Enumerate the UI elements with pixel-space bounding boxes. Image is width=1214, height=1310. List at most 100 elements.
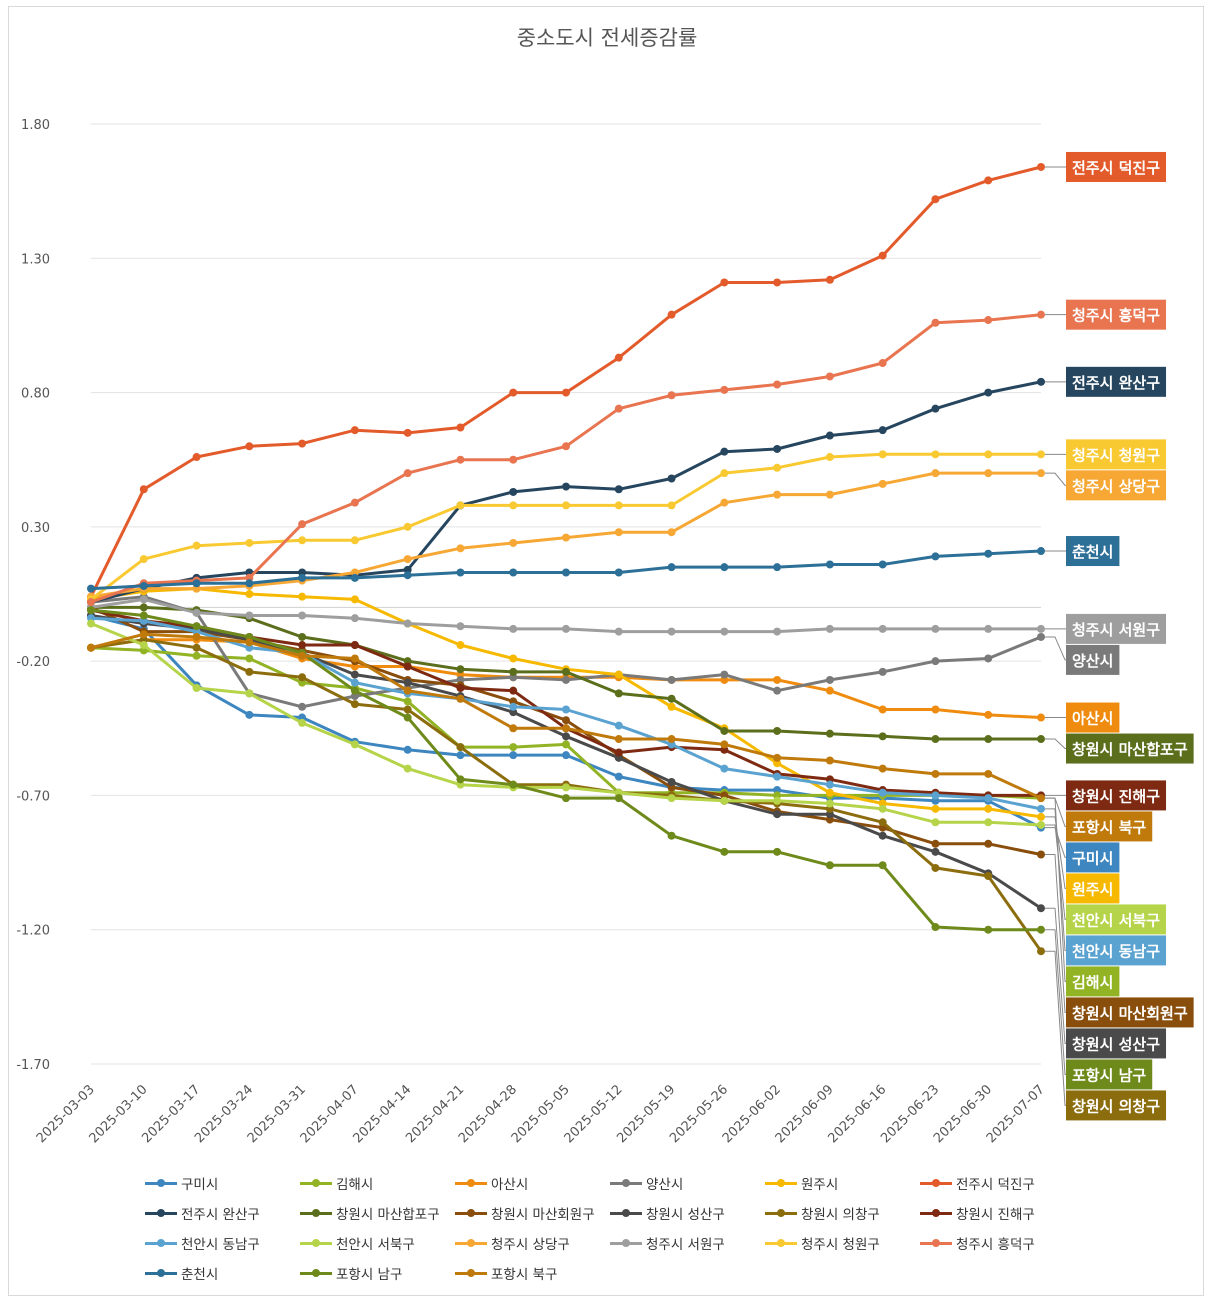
legend-label: 구미시 bbox=[181, 1177, 219, 1193]
data-point bbox=[878, 764, 887, 773]
data-point bbox=[773, 726, 782, 735]
data-point bbox=[773, 444, 782, 453]
legend-entry: 원주시 bbox=[765, 1172, 838, 1194]
data-point bbox=[139, 603, 148, 612]
data-point bbox=[720, 385, 729, 394]
data-point bbox=[984, 654, 993, 663]
series-5 bbox=[87, 162, 1045, 601]
data-point bbox=[931, 450, 940, 459]
data-point bbox=[139, 611, 148, 620]
data-point bbox=[878, 479, 887, 488]
data-point bbox=[667, 794, 676, 803]
data-point bbox=[667, 310, 676, 319]
data-point bbox=[825, 686, 834, 695]
legend-swatch bbox=[145, 1238, 177, 1247]
data-point bbox=[403, 522, 412, 531]
data-point bbox=[825, 788, 834, 797]
data-point bbox=[720, 740, 729, 749]
data-point bbox=[509, 568, 518, 577]
data-point bbox=[614, 670, 623, 679]
leader-line bbox=[1045, 808, 1066, 951]
end-label-text: 포항시 북구 bbox=[1072, 818, 1146, 836]
data-point bbox=[984, 872, 993, 880]
data-point bbox=[931, 469, 940, 478]
data-point bbox=[403, 662, 412, 671]
data-point bbox=[192, 651, 201, 660]
data-point bbox=[667, 563, 676, 572]
end-label-text: 아산시 bbox=[1072, 710, 1113, 728]
legend-entry: 전주시 덕진구 bbox=[920, 1172, 1035, 1194]
legend-swatch bbox=[765, 1208, 797, 1217]
data-point bbox=[667, 391, 676, 400]
data-point bbox=[192, 453, 201, 462]
y-axis-ticks: 1.80 1.30 0.80 0.30 -0.20 -0.70 -1.20 -1.70 bbox=[16, 118, 50, 1073]
data-point bbox=[720, 847, 729, 856]
data-point bbox=[825, 560, 834, 569]
series-line bbox=[90, 313, 1042, 604]
data-point bbox=[720, 498, 729, 507]
legend-entry: 춘천시 bbox=[145, 1262, 218, 1284]
legend-entry: 구미시 bbox=[145, 1172, 218, 1194]
data-point bbox=[403, 428, 412, 437]
data-point bbox=[720, 563, 729, 572]
leader-line bbox=[1045, 472, 1066, 486]
end-label-text: 창원시 마산합포구 bbox=[1072, 741, 1188, 759]
legend-marker bbox=[777, 1178, 785, 1187]
data-point bbox=[773, 490, 782, 499]
data-point bbox=[667, 627, 676, 636]
legend-swatch bbox=[765, 1238, 797, 1247]
end-label: 청주시 상당구 bbox=[1066, 470, 1167, 501]
data-point bbox=[139, 485, 148, 494]
data-point bbox=[720, 726, 729, 735]
data-point bbox=[614, 794, 623, 803]
data-point bbox=[350, 614, 359, 623]
data-point bbox=[509, 455, 518, 464]
data-point bbox=[878, 788, 887, 797]
end-label-text: 청주시 흥덕구 bbox=[1072, 307, 1160, 325]
data-point bbox=[1037, 904, 1045, 913]
legend-marker bbox=[157, 1208, 165, 1217]
data-point bbox=[984, 450, 993, 459]
data-point bbox=[192, 541, 201, 550]
data-point bbox=[667, 694, 676, 703]
legend-label: 전주시 덕진구 bbox=[956, 1177, 1035, 1193]
data-point bbox=[562, 675, 570, 684]
legend-swatch bbox=[455, 1208, 487, 1217]
legend-entry: 청주시 흥덕구 bbox=[920, 1232, 1035, 1254]
legend-label: 포항시 남구 bbox=[336, 1267, 403, 1283]
data-point bbox=[931, 804, 940, 813]
data-point bbox=[614, 353, 623, 362]
leader-line bbox=[1045, 816, 1066, 889]
data-point bbox=[878, 251, 887, 260]
data-point bbox=[931, 735, 940, 744]
data-point bbox=[350, 740, 359, 749]
legend-marker bbox=[777, 1238, 785, 1247]
data-point bbox=[139, 641, 148, 650]
legend-label: 청주시 상당구 bbox=[491, 1237, 570, 1253]
end-label: 양산시 bbox=[1066, 644, 1120, 675]
data-point bbox=[1037, 162, 1045, 171]
data-point bbox=[350, 573, 359, 582]
data-point bbox=[245, 590, 254, 598]
end-label-text: 창원시 의창구 bbox=[1072, 1097, 1160, 1115]
data-point bbox=[245, 638, 254, 647]
data-point bbox=[350, 536, 359, 545]
data-point bbox=[878, 831, 887, 840]
data-point bbox=[139, 581, 148, 590]
legend-label: 창원시 의창구 bbox=[801, 1207, 880, 1223]
data-point bbox=[773, 278, 782, 287]
data-point bbox=[298, 592, 307, 601]
data-point bbox=[773, 686, 782, 695]
data-point bbox=[562, 482, 570, 491]
data-point bbox=[931, 552, 940, 561]
legend-swatch bbox=[300, 1268, 332, 1277]
data-point bbox=[931, 624, 940, 633]
legend-swatch bbox=[145, 1208, 177, 1217]
data-point bbox=[87, 606, 95, 615]
data-point bbox=[878, 560, 887, 569]
end-label-text: 청주시 상당구 bbox=[1072, 477, 1160, 495]
data-point bbox=[773, 563, 782, 572]
data-point bbox=[931, 818, 940, 827]
data-point bbox=[720, 469, 729, 478]
